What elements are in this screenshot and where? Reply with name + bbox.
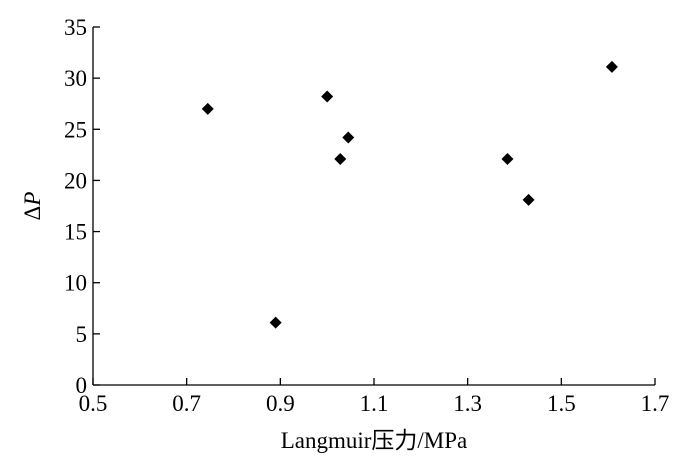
- y-tick-label: 35: [64, 15, 87, 40]
- y-axis-label: ΔP: [20, 192, 45, 221]
- y-tick-label: 25: [64, 117, 87, 142]
- data-points: [201, 60, 618, 329]
- data-point: [201, 102, 214, 115]
- x-tick-label: 1.1: [360, 391, 389, 416]
- y-axis-ticks: 0 5 10 15 20 25 30 35: [64, 15, 100, 398]
- data-point: [501, 152, 514, 165]
- x-tick-label: 1.7: [641, 391, 670, 416]
- x-axis-ticks: 0.5 0.7 0.9 1.1 1.3 1.5 1.7: [79, 378, 670, 416]
- y-tick-label: 20: [64, 168, 87, 193]
- data-point: [321, 90, 334, 103]
- y-tick-label: 15: [64, 220, 87, 245]
- y-axis-label-delta: Δ: [20, 206, 45, 221]
- data-point: [522, 193, 535, 206]
- data-point: [334, 152, 347, 165]
- x-axis-label: Langmuir压力/MPa: [281, 428, 468, 453]
- y-tick-label: 5: [76, 322, 88, 347]
- data-point: [342, 131, 355, 144]
- x-tick-label: 0.5: [79, 391, 108, 416]
- y-axis-label-variable: P: [20, 192, 45, 207]
- x-tick-label: 0.7: [172, 391, 201, 416]
- y-tick-label: 0: [76, 373, 88, 398]
- x-tick-label: 1.3: [453, 391, 482, 416]
- data-point: [605, 60, 618, 73]
- axes: [92, 27, 655, 386]
- x-tick-label: 0.9: [266, 391, 295, 416]
- x-tick-label: 1.5: [547, 391, 576, 416]
- y-tick-label: 10: [64, 271, 87, 296]
- y-tick-label: 30: [64, 66, 87, 91]
- data-point: [269, 316, 282, 329]
